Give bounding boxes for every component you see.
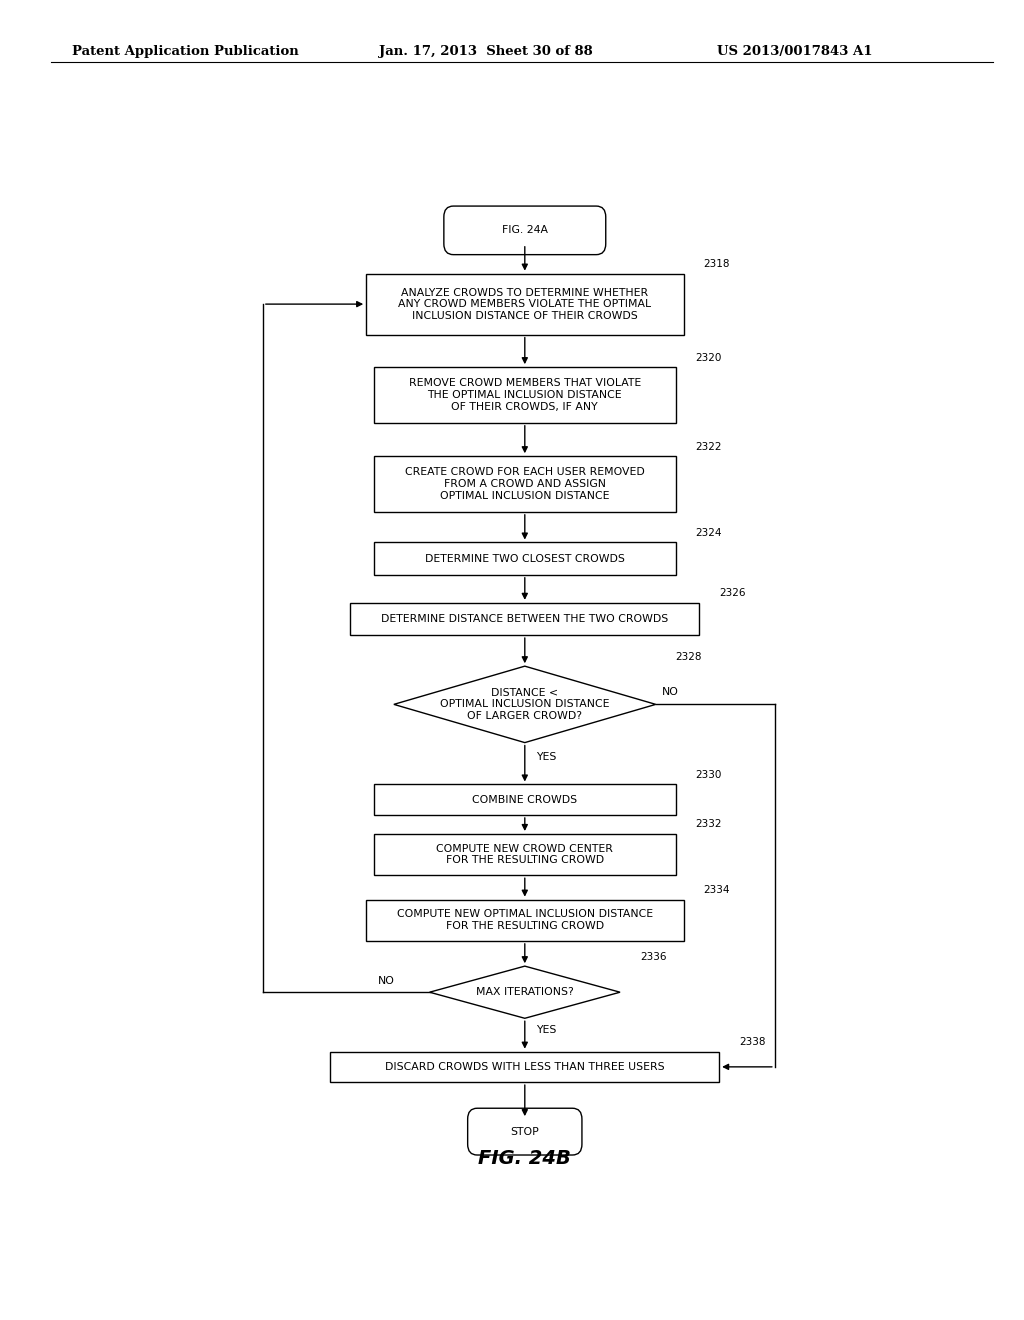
Text: FIG. 24B: FIG. 24B [478,1150,571,1168]
Text: DISTANCE <
OPTIMAL INCLUSION DISTANCE
OF LARGER CROWD?: DISTANCE < OPTIMAL INCLUSION DISTANCE OF… [440,688,609,721]
Text: 2330: 2330 [695,770,722,780]
Text: COMPUTE NEW CROWD CENTER
FOR THE RESULTING CROWD: COMPUTE NEW CROWD CENTER FOR THE RESULTI… [436,843,613,866]
Text: FIG. 24A: FIG. 24A [502,226,548,235]
Polygon shape [430,966,620,1018]
Bar [374,784,676,814]
Text: CREATE CROWD FOR EACH USER REMOVED
FROM A CROWD AND ASSIGN
OPTIMAL INCLUSION DIS: CREATE CROWD FOR EACH USER REMOVED FROM … [404,467,645,500]
Text: COMBINE CROWDS: COMBINE CROWDS [472,795,578,805]
Text: STOP: STOP [510,1127,540,1137]
Bar [367,273,684,335]
Text: 2338: 2338 [739,1038,766,1047]
Text: 2318: 2318 [703,259,730,269]
Text: Patent Application Publication: Patent Application Publication [72,45,298,58]
Text: 2334: 2334 [703,886,730,895]
Text: 2320: 2320 [695,352,722,363]
Text: US 2013/0017843 A1: US 2013/0017843 A1 [717,45,872,58]
Bar [367,899,684,941]
Text: 2324: 2324 [695,528,722,539]
Text: YES: YES [536,751,556,762]
Text: DISCARD CROWDS WITH LESS THAN THREE USERS: DISCARD CROWDS WITH LESS THAN THREE USER… [385,1061,665,1072]
Text: DETERMINE TWO CLOSEST CROWDS: DETERMINE TWO CLOSEST CROWDS [425,553,625,564]
Text: MAX ITERATIONS?: MAX ITERATIONS? [476,987,573,997]
Bar [374,543,676,574]
Text: REMOVE CROWD MEMBERS THAT VIOLATE
THE OPTIMAL INCLUSION DISTANCE
OF THEIR CROWDS: REMOVE CROWD MEMBERS THAT VIOLATE THE OP… [409,379,641,412]
Text: ANALYZE CROWDS TO DETERMINE WHETHER
ANY CROWD MEMBERS VIOLATE THE OPTIMAL
INCLUS: ANALYZE CROWDS TO DETERMINE WHETHER ANY … [398,288,651,321]
Bar [374,367,676,422]
Text: 2336: 2336 [640,952,667,962]
FancyBboxPatch shape [443,206,606,255]
Text: 2326: 2326 [719,589,745,598]
Bar [350,603,699,635]
Bar [374,457,676,512]
Text: 2322: 2322 [695,442,722,451]
Text: 2332: 2332 [695,820,722,829]
Bar [331,1052,719,1082]
Text: 2328: 2328 [676,652,702,661]
Text: COMPUTE NEW OPTIMAL INCLUSION DISTANCE
FOR THE RESULTING CROWD: COMPUTE NEW OPTIMAL INCLUSION DISTANCE F… [396,909,653,931]
Text: YES: YES [536,1026,556,1035]
Bar [374,834,676,875]
Text: DETERMINE DISTANCE BETWEEN THE TWO CROWDS: DETERMINE DISTANCE BETWEEN THE TWO CROWD… [381,614,669,624]
Text: NO: NO [378,975,395,986]
FancyBboxPatch shape [468,1109,582,1155]
Text: NO: NO [663,688,679,697]
Text: Jan. 17, 2013  Sheet 30 of 88: Jan. 17, 2013 Sheet 30 of 88 [379,45,593,58]
Polygon shape [394,667,655,743]
